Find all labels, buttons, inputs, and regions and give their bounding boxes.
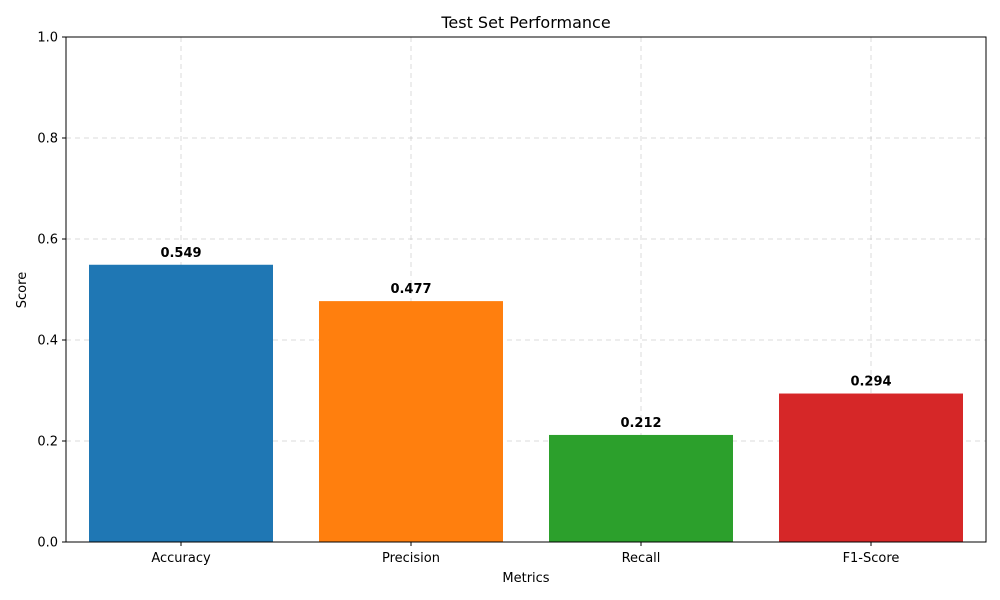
bar-accuracy bbox=[89, 264, 273, 542]
x-axis: Accuracy Precision Recall F1-Score bbox=[151, 542, 899, 566]
y-tick-label: 0.2 bbox=[37, 435, 58, 450]
x-tick-label: Recall bbox=[622, 551, 661, 566]
x-tick-label: F1-Score bbox=[843, 551, 900, 566]
chart-title: Test Set Performance bbox=[440, 13, 610, 32]
x-tick-label: Accuracy bbox=[151, 551, 211, 566]
y-tick-label: 0.4 bbox=[37, 334, 58, 349]
bar-recall bbox=[549, 434, 733, 542]
bar-value-label: 0.294 bbox=[850, 375, 891, 390]
x-tick-label: Precision bbox=[382, 551, 440, 566]
y-axis-label: Score bbox=[15, 272, 30, 308]
y-tick-label: 0.0 bbox=[37, 536, 58, 551]
plot-frame bbox=[65, 36, 987, 543]
bar-value-label: 0.477 bbox=[390, 282, 431, 297]
bar-value-label: 0.212 bbox=[620, 416, 661, 431]
y-tick-label: 0.8 bbox=[37, 132, 58, 147]
bar-f1-score bbox=[779, 393, 963, 542]
value-labels: 0.549 0.477 0.212 0.294 bbox=[160, 246, 891, 431]
y-tick-label: 0.6 bbox=[37, 233, 58, 248]
y-tick-label: 1.0 bbox=[37, 31, 58, 46]
bar-precision bbox=[319, 301, 503, 542]
bars bbox=[89, 264, 963, 542]
y-axis: 0.0 0.2 0.4 0.6 0.8 1.0 bbox=[37, 31, 66, 551]
x-axis-label: Metrics bbox=[502, 571, 549, 586]
bar-value-label: 0.549 bbox=[160, 246, 201, 261]
